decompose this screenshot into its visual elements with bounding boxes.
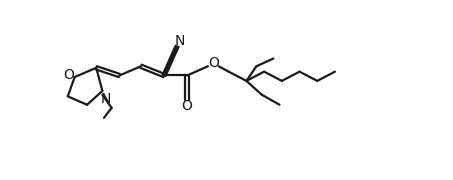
Text: O: O <box>63 68 74 82</box>
Text: O: O <box>209 56 220 70</box>
Text: N: N <box>100 92 111 106</box>
Text: N: N <box>174 34 185 48</box>
Text: O: O <box>182 99 193 113</box>
